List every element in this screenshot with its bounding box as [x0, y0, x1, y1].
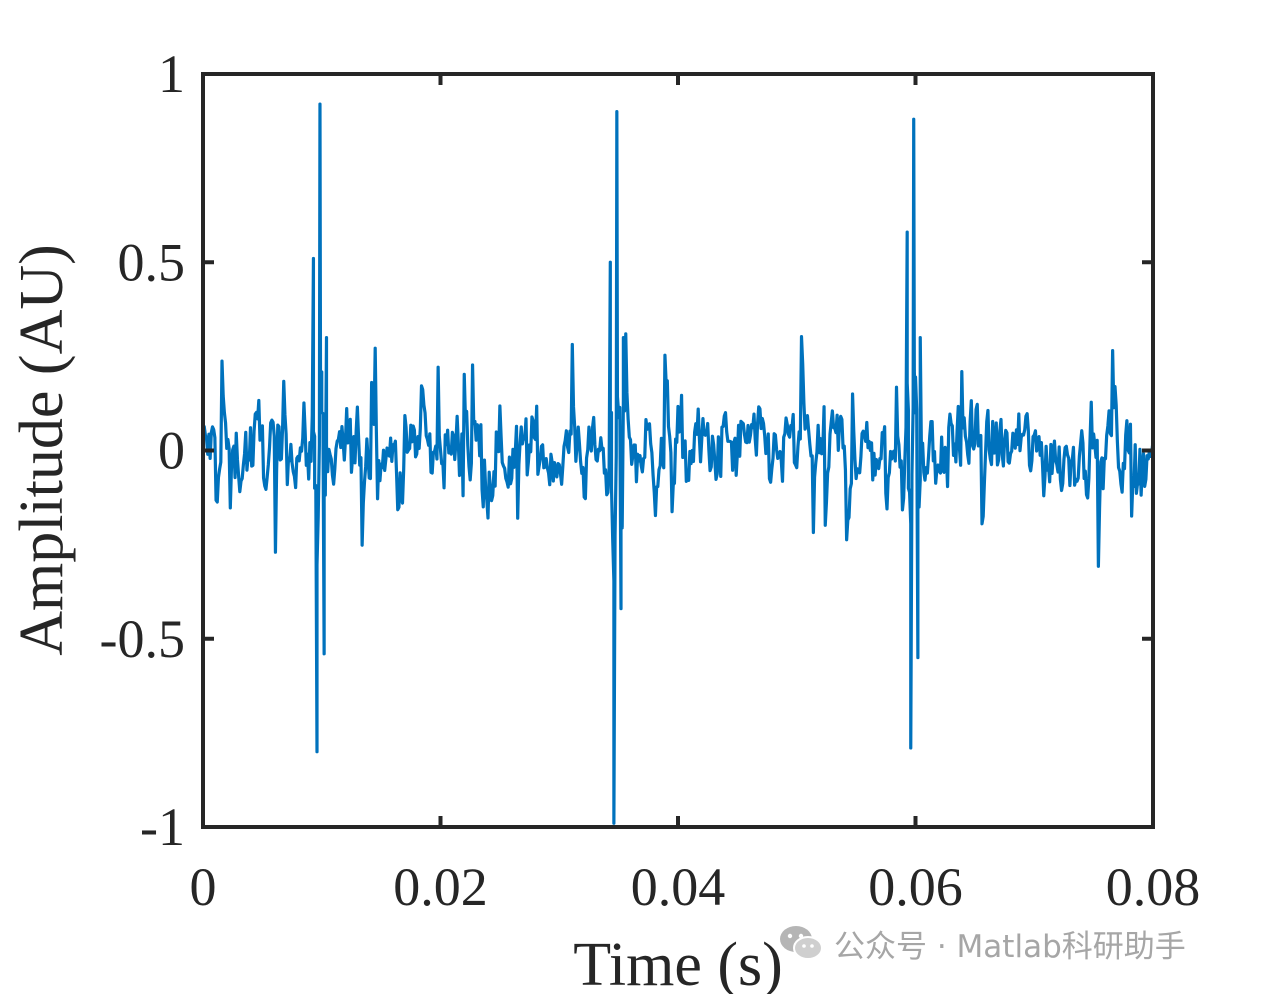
watermark: 公众号 · Matlab科研助手	[778, 918, 1186, 968]
y-axis-title: Amplitude (AU)	[8, 244, 76, 656]
x-tick-label: 0.02	[393, 857, 488, 917]
wechat-icon	[780, 926, 823, 960]
x-tick-label: 0.08	[1106, 857, 1201, 917]
x-tick-label: 0	[190, 857, 217, 917]
series-line	[203, 102, 1153, 825]
y-tick-label: -0.5	[100, 609, 185, 669]
y-tick-label: 0	[158, 421, 185, 481]
x-tick-label: 0.04	[631, 857, 726, 917]
y-tick-label: 1	[158, 44, 185, 104]
y-tick-label: -1	[140, 797, 185, 857]
tick-labels: 0 0.02 0.04 0.06 0.08 -1 -0.5 0 0.5 1	[100, 44, 1201, 917]
tick-marks	[201, 72, 1155, 829]
x-tick-label: 0.06	[868, 857, 963, 917]
x-axis-title: Time (s)	[573, 931, 783, 994]
y-tick-label: 0.5	[118, 232, 186, 292]
watermark-text: 公众号 · Matlab科研助手	[834, 928, 1186, 965]
